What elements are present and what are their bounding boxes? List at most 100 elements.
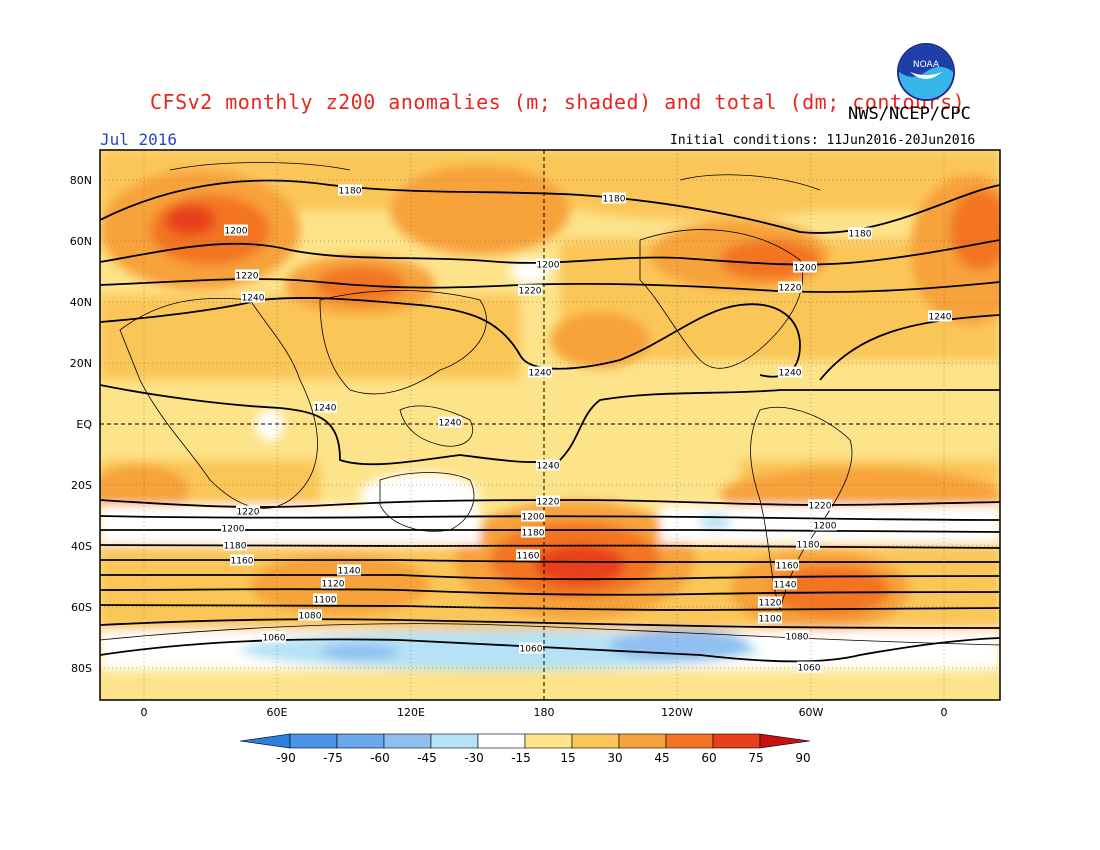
colorbar-swatch [477, 733, 526, 749]
map-frame [99, 149, 1001, 701]
x-tick-180: 180 [534, 706, 555, 719]
x-tick-120e: 120E [397, 706, 425, 719]
contour-label-box [848, 227, 872, 239]
contour-label: 1240 [929, 313, 952, 323]
contour-label-box [519, 642, 543, 654]
colorbar-swatch [618, 733, 667, 749]
colorbar-swatch [665, 733, 714, 749]
chart-title: CFSv2 monthly z200 anomalies (m; shaded)… [150, 90, 966, 114]
contour-label-box [928, 310, 952, 322]
org-label: NWS/NCEP/CPC [848, 104, 971, 124]
contour-label-box [536, 258, 560, 270]
contour-label-box [536, 459, 560, 471]
y-axis: 80N 60N 40N 20N EQ 20S 40S 60S 80S [70, 174, 93, 675]
contour-label: 1240 [242, 294, 265, 304]
colorbar-label: -60 [370, 751, 390, 765]
colorbar: -90 -75 -60 -45 -30 -15 15 30 45 60 75 90 [239, 733, 811, 765]
contour-label-box [813, 519, 837, 531]
contour-label-box [438, 416, 462, 428]
y-tick-60s: 60S [71, 601, 92, 614]
contour-label: 1240 [529, 369, 552, 379]
contour-label-box [338, 184, 362, 196]
height-contours [100, 179, 1000, 663]
contour-label: 1160 [231, 557, 254, 567]
colorbar-label: 60 [701, 751, 716, 765]
contour-label: 1100 [759, 615, 782, 625]
contour-label: 1200 [794, 264, 817, 274]
contour-label-box [337, 564, 361, 576]
y-tick-40s: 40S [71, 540, 92, 553]
contour-label: 1140 [338, 567, 361, 577]
contour-label: 1220 [236, 272, 259, 282]
colorbar-label: -45 [417, 751, 437, 765]
contour-label-box [313, 401, 337, 413]
contour-label-box [518, 284, 542, 296]
contour-label-box [758, 612, 782, 624]
contour-label: 1220 [809, 502, 832, 512]
colorbar-label: 75 [748, 751, 763, 765]
x-axis: 0 60E 120E 180 120W 60W 0 [141, 706, 948, 719]
colorbar-label: 30 [607, 751, 622, 765]
contour-label-box [773, 578, 797, 590]
x-tick-60e: 60E [267, 706, 288, 719]
contour-label: 1060 [520, 645, 543, 655]
x-tick-120w: 120W [661, 706, 693, 719]
colorbar-low-arrow [239, 733, 291, 749]
y-tick-40n: 40N [70, 296, 92, 309]
contour-label: 1060 [263, 634, 286, 644]
contour-label: 1180 [224, 542, 247, 552]
contour-label-box [793, 261, 817, 273]
contour-label-box [298, 609, 322, 621]
y-tick-80s: 80S [71, 662, 92, 675]
colorbar-label: -90 [276, 751, 296, 765]
contour-label: 1120 [759, 599, 782, 609]
contour-label: 1180 [603, 195, 626, 205]
contour-label-box [521, 510, 545, 522]
contour-label: 1240 [779, 369, 802, 379]
contour-label-box [758, 596, 782, 608]
contour-label: 1060 [798, 664, 821, 674]
contour-label-box [602, 192, 626, 204]
y-tick-60n: 60N [70, 235, 92, 248]
contour-label: 1180 [797, 541, 820, 551]
contour-label: 1220 [237, 508, 260, 518]
x-tick-0-east: 0 [941, 706, 948, 719]
y-tick-80n: 80N [70, 174, 92, 187]
contour-label-box [775, 559, 799, 571]
contour-label-box [521, 526, 545, 538]
contour-label-box [221, 522, 245, 534]
contour-label: 1240 [537, 462, 560, 472]
colorbar-swatch [289, 733, 338, 749]
contour-label: 1220 [537, 498, 560, 508]
contour-label: 1100 [314, 596, 337, 606]
x-tick-0: 0 [141, 706, 148, 719]
contour-label: 1160 [776, 562, 799, 572]
contour-label-box [778, 281, 802, 293]
y-tick-eq: EQ [76, 418, 92, 431]
coastlines [100, 162, 1000, 646]
contour-label-box [516, 549, 540, 561]
contour-label-box [808, 499, 832, 511]
contour-label: 1080 [786, 633, 809, 643]
contour-label: 1180 [849, 230, 872, 240]
contour-label-box [262, 631, 286, 643]
y-tick-20n: 20N [70, 357, 92, 370]
contour-label: 1220 [779, 284, 802, 294]
contour-label-box [536, 495, 560, 507]
colorbar-swatch [524, 733, 573, 749]
colorbar-swatch [430, 733, 479, 749]
svg-text:NOAA: NOAA [913, 60, 940, 70]
contour-label-box [241, 291, 265, 303]
contour-label-box [528, 366, 552, 378]
contour-label-box [321, 577, 345, 589]
contour-label-box [224, 224, 248, 236]
contour-labels: 1180 1180 1180 1200 1200 1200 1220 1220 1220 1240… [221, 184, 952, 674]
contour-label-box [313, 593, 337, 605]
colorbar-label: 45 [654, 751, 669, 765]
colorbar-label: -30 [464, 751, 484, 765]
contour-label: 1220 [519, 287, 542, 297]
contour-label: 1200 [522, 513, 545, 523]
contour-label-box [230, 554, 254, 566]
contour-label: 1200 [225, 227, 248, 237]
month-label: Jul 2016 [100, 130, 178, 149]
